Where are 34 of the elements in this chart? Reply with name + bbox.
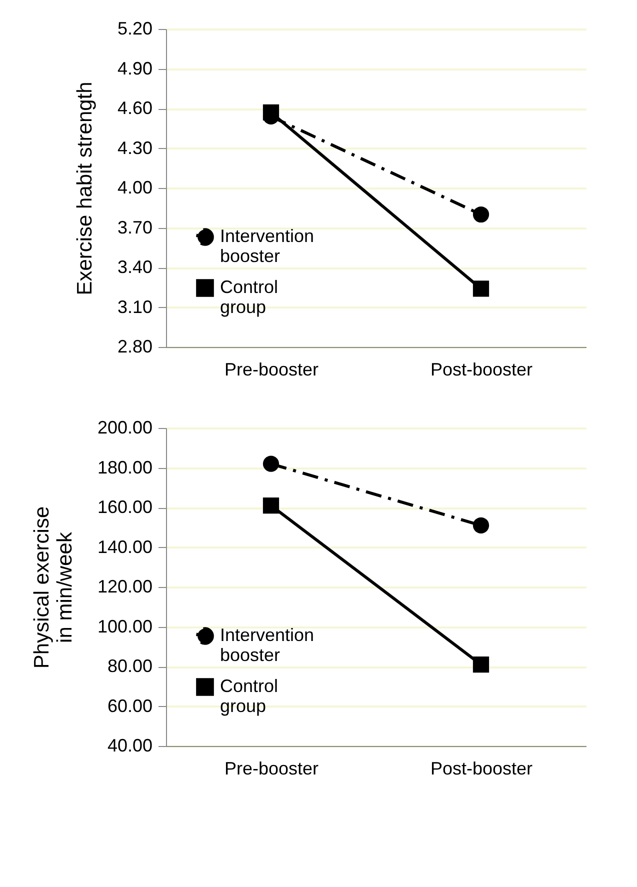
y-tick-label: 4.00	[117, 178, 152, 198]
x-tick-label: Pre-booster	[224, 360, 319, 380]
y-tick-label: 4.90	[117, 58, 152, 78]
point	[472, 656, 490, 673]
y-tick-label: 160.00	[97, 497, 152, 517]
x-tick-label: Post-booster	[430, 360, 533, 380]
y-tick-label: 140.00	[97, 536, 152, 557]
point	[262, 456, 280, 472]
y-tick-label: 4.30	[117, 138, 152, 158]
point	[472, 517, 490, 534]
point	[262, 497, 280, 514]
y-tick-label: 4.60	[117, 98, 152, 118]
y-tick-label: 3.70	[117, 217, 152, 238]
y-tick-label: 80.00	[107, 656, 152, 676]
y-tick-label: 100.00	[97, 616, 152, 636]
legend-label: Control group	[220, 676, 278, 716]
y-tick-label: 2.80	[117, 336, 152, 356]
y-tick-label: 200.00	[97, 418, 152, 438]
legend-label: Intervention booster	[220, 226, 314, 266]
y-tick-label: 40.00	[107, 736, 152, 756]
point	[472, 206, 490, 223]
y-tick-label: 3.10	[117, 296, 152, 317]
x-tick-label: Post-booster	[430, 758, 533, 778]
y-tick-label: 180.00	[97, 457, 152, 478]
y-axis-title: Exercise habit strength	[73, 82, 96, 296]
y-tick-label: 60.00	[107, 696, 152, 716]
legend-label: Control group	[220, 277, 278, 317]
x-tick-label: Pre-booster	[224, 758, 319, 778]
y-tick-label: 120.00	[97, 576, 152, 596]
point	[472, 280, 490, 297]
legend-label: Intervention booster	[220, 625, 314, 665]
y-tick-label: 5.20	[117, 18, 152, 38]
y-axis-title: Physical exercise in min/week	[30, 506, 76, 669]
y-tick-label: 3.40	[117, 257, 152, 277]
